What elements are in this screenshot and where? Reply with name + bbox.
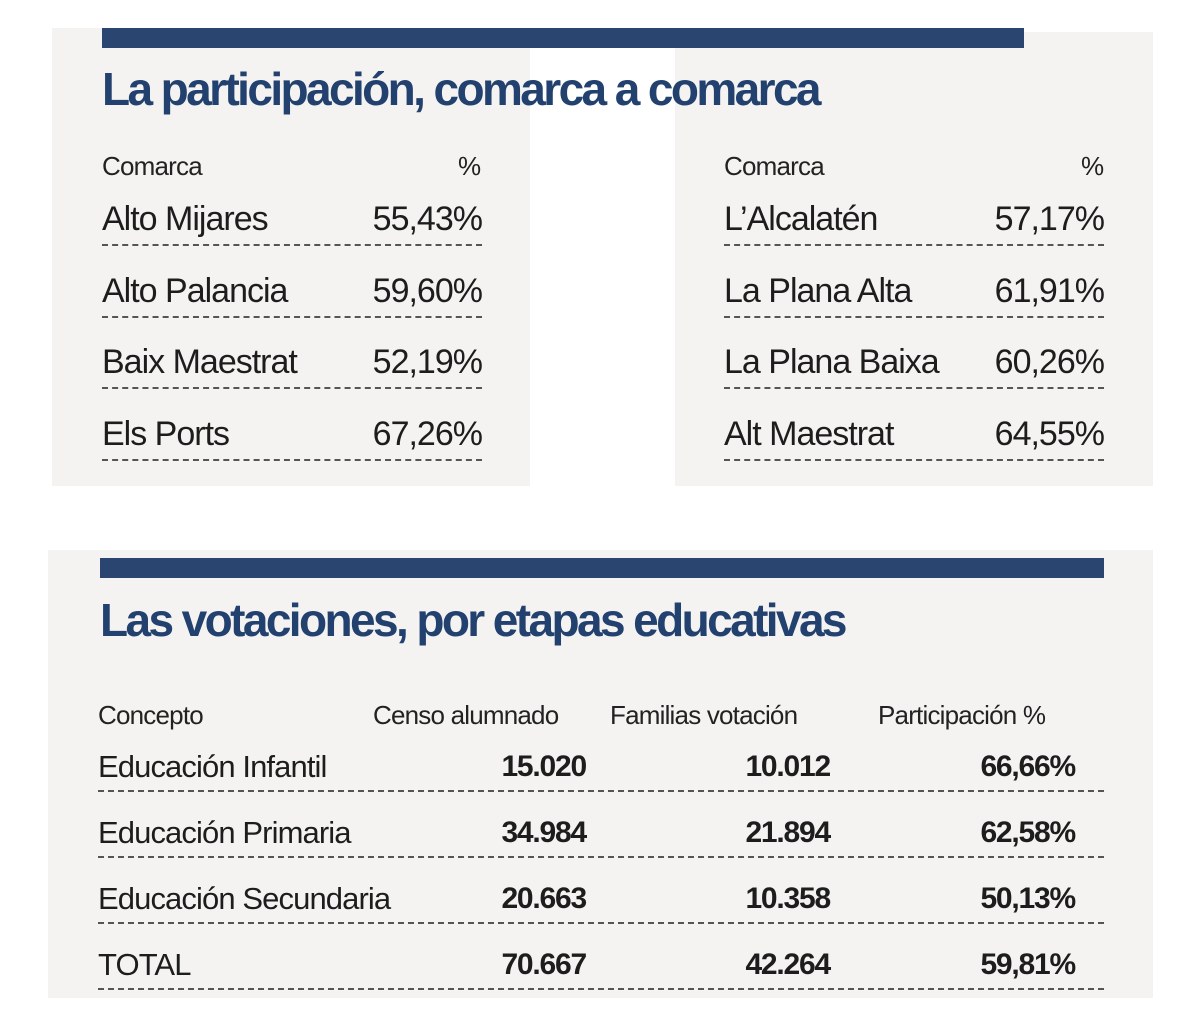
participacion: 50,13%: [980, 882, 1076, 915]
section1-right-panel: [675, 32, 1153, 486]
section1-left-panel: [52, 28, 530, 486]
familias: 10.358: [745, 882, 831, 915]
comarca-pct: 60,26%: [994, 343, 1105, 381]
comarca-name: Els Ports: [102, 415, 230, 453]
col-participacion: Participación %: [878, 700, 1046, 730]
table-row: Alto Palancia 59,60%: [102, 262, 483, 318]
concepto: Educación Primaria: [98, 815, 351, 850]
censo: 34.984: [501, 816, 587, 849]
section1-header-bar: [102, 28, 1024, 48]
comarca-name: Alto Palancia: [102, 272, 288, 310]
comarca-pct: 64,55%: [994, 415, 1105, 453]
comarca-name: La Plana Baixa: [724, 343, 940, 381]
participacion: 62,58%: [980, 816, 1076, 849]
table-row-total: TOTAL 70.667 42.264 59,81%: [98, 938, 1104, 990]
comarca-name: Baix Maestrat: [102, 343, 298, 381]
comarca-pct: 55,43%: [372, 200, 483, 238]
comarca-name: Alto Mijares: [102, 200, 269, 238]
familias: 10.012: [745, 750, 831, 783]
concepto: Educación Secundaria: [98, 881, 391, 916]
table-row: Educación Secundaria 20.663 10.358 50,13…: [98, 872, 1104, 924]
col-censo: Censo alumnado: [373, 700, 559, 730]
right-col-comarca: Comarca: [724, 151, 825, 181]
table-row: Baix Maestrat 52,19%: [102, 333, 483, 389]
col-familias: Familias votación: [610, 700, 798, 730]
censo: 15.020: [501, 750, 587, 783]
familias: 42.264: [745, 948, 831, 981]
table-row: La Plana Baixa 60,26%: [724, 333, 1105, 389]
table-row: L’Alcalatén 57,17%: [724, 190, 1105, 246]
comarca-name: Alt Maestrat: [724, 415, 894, 453]
participacion: 59,81%: [980, 948, 1076, 981]
participacion: 66,66%: [980, 750, 1076, 783]
section1-title: La participación, comarca a comarca: [102, 63, 822, 115]
left-col-comarca: Comarca: [102, 151, 203, 181]
table-row: Els Ports 67,26%: [102, 405, 483, 461]
section2-header-bar: [100, 558, 1104, 578]
table-row: La Plana Alta 61,91%: [724, 262, 1105, 318]
comarca-name: L’Alcalatén: [724, 200, 878, 238]
comarca-pct: 67,26%: [372, 415, 483, 453]
comarca-pct: 59,60%: [372, 272, 483, 310]
col-concepto: Concepto: [98, 700, 204, 730]
right-col-pct: %: [1081, 151, 1104, 181]
table-row: Educación Primaria 34.984 21.894 62,58%: [98, 806, 1104, 858]
comarca-pct: 52,19%: [372, 343, 483, 381]
table-row: Alto Mijares 55,43%: [102, 190, 483, 246]
section2-title: Las votaciones, por etapas educativas: [100, 594, 848, 646]
comarca-pct: 57,17%: [994, 200, 1105, 238]
censo: 70.667: [501, 948, 587, 981]
comarca-pct: 61,91%: [994, 272, 1105, 310]
familias: 21.894: [745, 816, 831, 849]
table-row: Alt Maestrat 64,55%: [724, 405, 1105, 461]
comarca-name: La Plana Alta: [724, 272, 912, 310]
concepto: Educación Infantil: [98, 749, 327, 784]
concepto: TOTAL: [98, 947, 191, 982]
left-col-pct: %: [458, 151, 481, 181]
table-row: Educación Infantil 15.020 10.012 66,66%: [98, 740, 1104, 792]
censo: 20.663: [501, 882, 587, 915]
